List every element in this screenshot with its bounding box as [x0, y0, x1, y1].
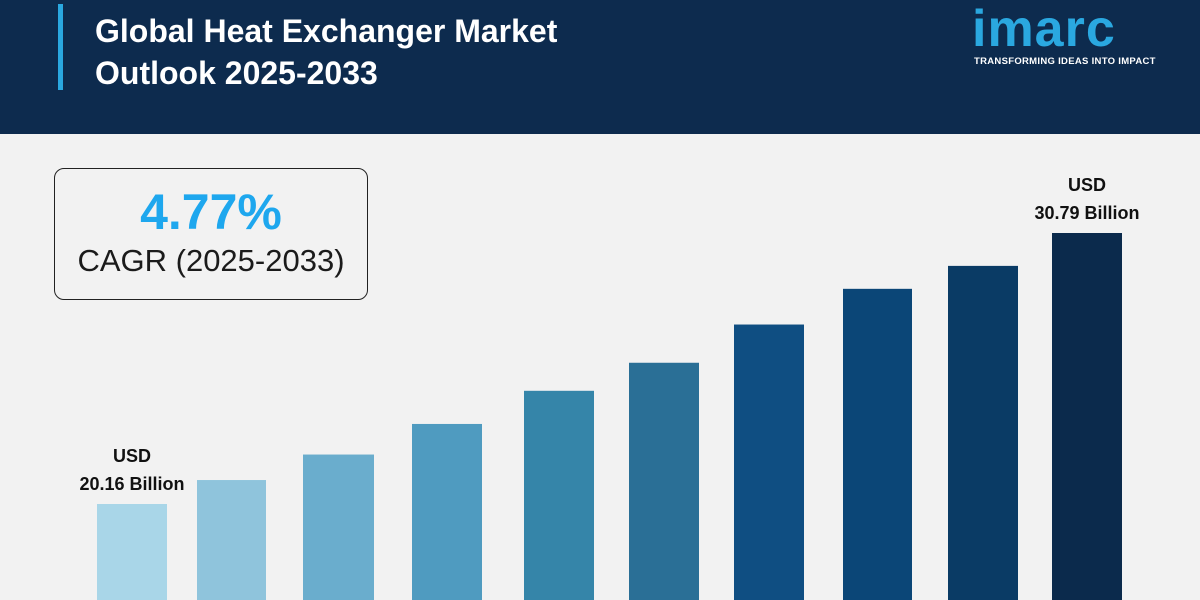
title-accent-bar — [58, 4, 63, 90]
bar-10-label-value: 30.79 Billion — [1034, 203, 1139, 223]
title-line-2: Outlook 2025-2033 — [95, 55, 378, 91]
bar-9 — [948, 265, 1018, 600]
title-line-1: Global Heat Exchanger Market — [95, 13, 558, 49]
bar-1-label-currency: USD — [113, 446, 151, 466]
header-banner: Global Heat Exchanger Market Outlook 202… — [0, 0, 1200, 134]
bar-4 — [412, 423, 482, 600]
bar-3 — [303, 454, 374, 600]
logo-wordmark: imarc — [972, 0, 1116, 58]
bar-10-label-currency: USD — [1068, 175, 1106, 195]
bar-1-label-value: 20.16 Billion — [79, 474, 184, 494]
bar-2 — [197, 480, 266, 600]
page-title: Global Heat Exchanger Market Outlook 202… — [95, 10, 735, 94]
bar-10 — [1052, 233, 1122, 600]
cagr-value: 4.77% — [140, 184, 282, 240]
imarc-logo: imarc TRANSFORMING IDEAS INTO IMPACT — [972, 0, 1187, 70]
logo-tagline: TRANSFORMING IDEAS INTO IMPACT — [974, 56, 1156, 67]
cagr-callout: 4.77% CAGR (2025-2033) — [54, 168, 368, 300]
cagr-label: CAGR (2025-2033) — [77, 243, 345, 278]
bar-8 — [843, 288, 912, 600]
bar-5 — [524, 390, 594, 600]
bar-6 — [629, 362, 699, 600]
bar-7 — [734, 324, 804, 600]
bar-1 — [97, 504, 167, 600]
